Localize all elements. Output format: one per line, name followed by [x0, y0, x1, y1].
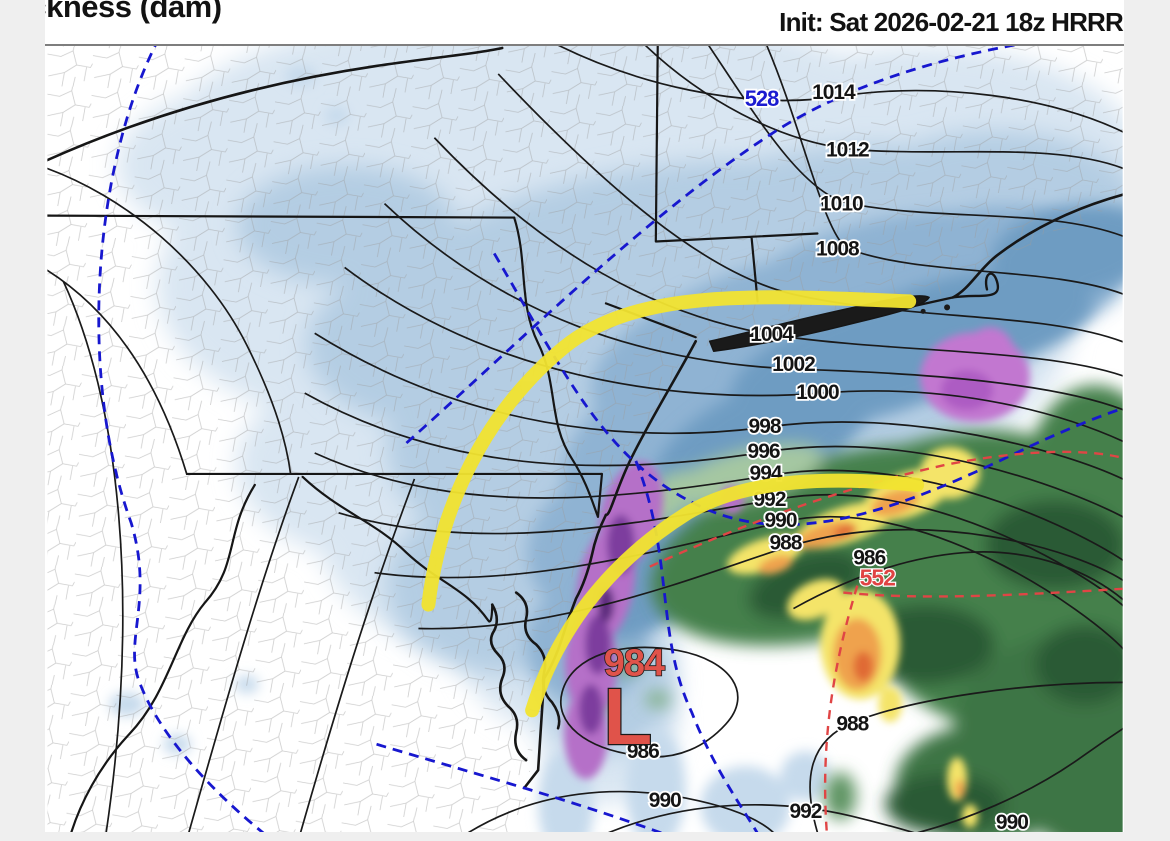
- low-pressure-value: 984: [604, 642, 665, 684]
- map-title-partial: thickness (dam): [45, 0, 222, 24]
- thickness-label-552: 552: [860, 565, 896, 591]
- isobar-label: 986: [853, 547, 885, 570]
- thickness-lines-red: [649, 450, 1123, 832]
- isobar-label: 988: [770, 532, 802, 555]
- isobar-label: 998: [749, 415, 781, 438]
- isobar-label: 1008: [816, 237, 859, 260]
- isobar-label: 1002: [772, 353, 815, 376]
- low-symbol: L: [604, 672, 653, 761]
- isobar-label: 992: [789, 800, 821, 823]
- isobar-label: 1012: [826, 139, 869, 162]
- isobar-label: 1000: [796, 381, 839, 404]
- isobar-label: 996: [748, 440, 780, 463]
- isobar-label: 1010: [820, 193, 863, 216]
- isobar-label: 990: [996, 811, 1028, 832]
- forecast-map-svg: 1014 1012 1010 1008 1004 1002 1000 998 9…: [47, 46, 1123, 832]
- thickness-label-528: 528: [745, 86, 779, 111]
- thickness-lines-blue: [97, 46, 1123, 832]
- map-canvas: 1014 1012 1010 1008 1004 1002 1000 998 9…: [46, 46, 1124, 832]
- isobar-label: 988: [836, 712, 868, 735]
- low-pressure-marker: 984 L: [602, 642, 666, 763]
- yellow-annotation-lines: [421, 290, 925, 718]
- yellow-annotation-upper: [421, 290, 917, 612]
- init-timestamp: Init: Sat 2026-02-21 18z HRRR: [779, 7, 1124, 37]
- isobar-label: 990: [649, 789, 681, 812]
- map-header-bar: thickness (dam) Init: Sat 2026-02-21 18z…: [45, 0, 1124, 46]
- isobar-label: 986: [627, 740, 659, 763]
- isobar-label: 990: [765, 509, 797, 532]
- map-content-panel: thickness (dam) Init: Sat 2026-02-21 18z…: [45, 0, 1124, 832]
- isobar-label: 1014: [812, 81, 856, 104]
- isobar-label: 1004: [750, 323, 794, 346]
- yellow-annotation-lower: [525, 473, 925, 718]
